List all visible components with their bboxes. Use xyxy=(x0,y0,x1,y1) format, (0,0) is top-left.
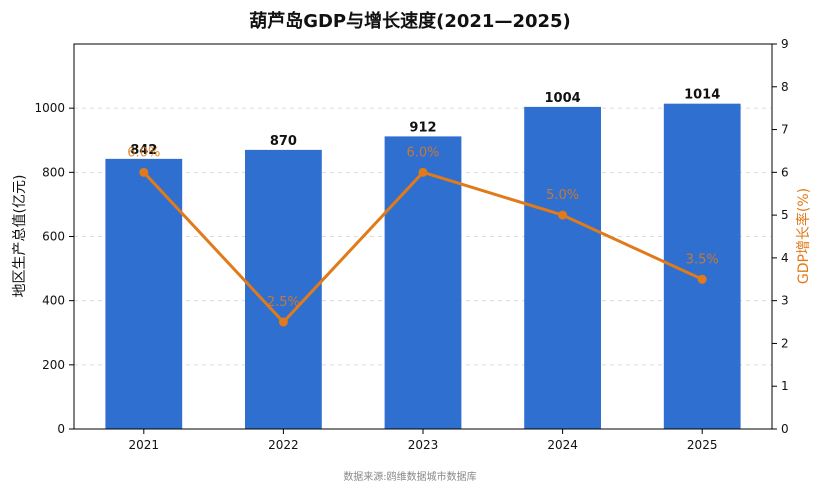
bar-label-2024: 1004 xyxy=(545,91,581,106)
bar-value-labels: 842 870 912 1004 1014 xyxy=(130,88,720,158)
y-left-tick-label: 0 xyxy=(57,422,65,436)
y-right-axis-ticks: 0 1 2 3 4 5 6 7 8 9 xyxy=(772,37,789,436)
growth-point-2025 xyxy=(697,274,707,284)
y-right-tick-label: 8 xyxy=(781,80,789,94)
x-tick-label-2024: 2024 xyxy=(547,438,578,452)
rate-label-2024: 5.0% xyxy=(546,188,579,203)
y-left-tick-label: 200 xyxy=(42,358,65,372)
rate-label-2022: 2.5% xyxy=(267,295,300,310)
y-left-axis-ticks: 0 200 400 600 800 1000 xyxy=(34,101,74,436)
y-right-tick-label: 6 xyxy=(781,165,789,179)
growth-rate-labels: 6.0% 2.5% 6.0% 5.0% 3.5% xyxy=(127,145,718,310)
bar-label-2022: 870 xyxy=(270,134,297,149)
y-right-tick-label: 9 xyxy=(781,37,789,51)
rate-label-2021: 6.0% xyxy=(127,145,160,160)
y-right-tick-label: 1 xyxy=(781,379,789,393)
x-tick-label-2023: 2023 xyxy=(408,438,439,452)
growth-line xyxy=(139,167,707,327)
y-right-tick-label: 3 xyxy=(781,294,789,308)
y-left-axis-label: 地区生产总值(亿元) xyxy=(12,175,28,298)
y-right-tick-label: 2 xyxy=(781,336,789,350)
growth-point-2023 xyxy=(418,167,428,177)
bar-2023 xyxy=(384,136,462,429)
bar-label-2025: 1014 xyxy=(684,88,720,103)
bar-2024 xyxy=(524,106,601,429)
rate-label-2025: 3.5% xyxy=(686,252,719,267)
growth-point-2022 xyxy=(278,317,288,327)
x-tick-label-2025: 2025 xyxy=(687,438,718,452)
bar-label-2021: 842 xyxy=(130,143,157,158)
rate-label-2023: 6.0% xyxy=(406,145,439,160)
x-axis-ticks: 2021 2022 2023 2024 2025 xyxy=(129,429,718,452)
y-left-tick-label: 600 xyxy=(42,230,65,244)
y-left-tick-label: 1000 xyxy=(34,101,65,115)
data-source: 数据来源:鸥维数据城市数据库 xyxy=(343,470,476,483)
y-right-tick-label: 0 xyxy=(781,422,789,436)
bar-2021 xyxy=(105,158,183,429)
y-left-tick-label: 400 xyxy=(42,294,65,308)
y-right-tick-label: 7 xyxy=(781,123,789,137)
y-left-tick-label: 800 xyxy=(42,165,65,179)
y-right-tick-label: 5 xyxy=(781,208,789,222)
bar-2022 xyxy=(245,149,322,429)
x-tick-label-2021: 2021 xyxy=(129,438,160,452)
y-right-tick-label: 4 xyxy=(781,251,789,265)
bar-label-2023: 912 xyxy=(409,120,436,135)
growth-point-2021 xyxy=(139,167,149,177)
chart-title: 葫芦岛GDP与增长速度(2021—2025) xyxy=(249,10,571,32)
y-right-axis-label: GDP增长率(%) xyxy=(795,188,812,284)
growth-point-2024 xyxy=(558,210,568,220)
x-tick-label-2022: 2022 xyxy=(268,438,299,452)
